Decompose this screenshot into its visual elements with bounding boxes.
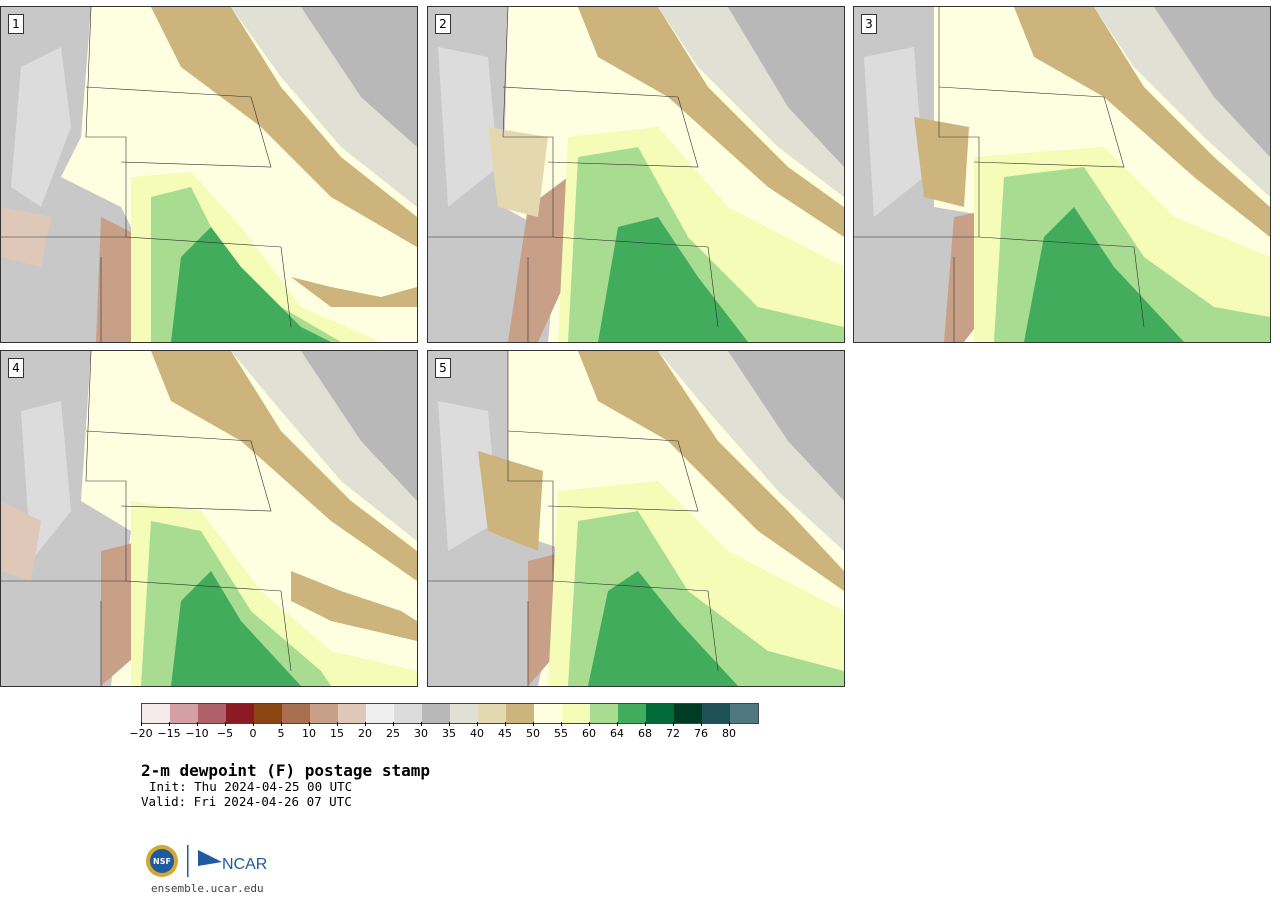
member-panel-4: 4 xyxy=(0,350,418,687)
colorbar-tick-mark xyxy=(533,722,534,726)
colorbar-swatch xyxy=(338,704,366,723)
colorbar-swatch xyxy=(478,704,506,723)
colorbar-swatch xyxy=(534,704,562,723)
member-label: 5 xyxy=(435,358,451,378)
colorbar-swatch xyxy=(254,704,282,723)
website-url: ensemble.ucar.edu xyxy=(151,882,264,895)
colorbar-tick-label: −15 xyxy=(157,727,181,740)
colorbar-tick-label: 25 xyxy=(386,727,400,740)
colorbar-tick-label: 15 xyxy=(330,727,344,740)
colorbar-swatch xyxy=(366,704,394,723)
colorbar-tick-mark xyxy=(421,722,422,726)
ncar-text: NCAR xyxy=(222,856,267,873)
colorbar-tick-mark xyxy=(645,722,646,726)
dewpoint-colorbar xyxy=(141,703,759,724)
dewpoint-map-5 xyxy=(428,351,844,686)
colorbar-ticks: −20 −15 −10 −5 0 5 10 15 20 25 30 35 40 45 50 55 60 64 68 7… xyxy=(127,727,827,743)
colorbar-tick-label: 80 xyxy=(722,727,736,740)
dewpoint-map-2 xyxy=(428,7,844,342)
colorbar-tick-mark xyxy=(673,722,674,726)
colorbar-swatch xyxy=(730,704,758,723)
member-label: 1 xyxy=(8,14,24,34)
colorbar-tick-mark xyxy=(281,722,282,726)
colorbar-swatch xyxy=(506,704,534,723)
colorbar-tick-mark xyxy=(197,722,198,726)
colorbar-tick-mark xyxy=(617,722,618,726)
member-panel-1: 1 xyxy=(0,6,418,343)
dewpoint-map-4 xyxy=(1,351,417,686)
colorbar-swatch xyxy=(702,704,730,723)
colorbar-tick-label: 45 xyxy=(498,727,512,740)
colorbar-tick-label: 20 xyxy=(358,727,372,740)
colorbar-tick-label: −5 xyxy=(216,727,234,740)
colorbar-tick-mark xyxy=(169,722,170,726)
member-panel-5: 5 xyxy=(427,350,845,687)
member-label: 2 xyxy=(435,14,451,34)
colorbar-tick-label: 68 xyxy=(638,727,652,740)
colorbar-tick-label: 35 xyxy=(442,727,456,740)
colorbar-swatch xyxy=(450,704,478,723)
colorbar-tick-label: 64 xyxy=(610,727,624,740)
ncar-icon xyxy=(198,850,222,866)
colorbar-tick-label: −20 xyxy=(129,727,153,740)
colorbar-tick-label: 30 xyxy=(414,727,428,740)
colorbar-swatch xyxy=(618,704,646,723)
colorbar-tick-label: 0 xyxy=(249,727,257,740)
colorbar-swatch xyxy=(226,704,254,723)
colorbar-tick-label: 10 xyxy=(302,727,316,740)
colorbar-tick-mark xyxy=(449,722,450,726)
colorbar-tick-mark xyxy=(309,722,310,726)
colorbar-swatch xyxy=(674,704,702,723)
colorbar-tick-mark xyxy=(701,722,702,726)
colorbar-tick-mark xyxy=(477,722,478,726)
colorbar-tick-label: 55 xyxy=(554,727,568,740)
member-label: 3 xyxy=(861,14,877,34)
colorbar-tick-mark xyxy=(729,722,730,726)
colorbar-swatch xyxy=(142,704,170,723)
colorbar-tick-label: 50 xyxy=(526,727,540,740)
colorbar-tick-label: 72 xyxy=(666,727,680,740)
member-panel-2: 2 xyxy=(427,6,845,343)
member-panel-3: 3 xyxy=(853,6,1271,343)
valid-time: Valid: Fri 2024-04-26 07 UTC xyxy=(141,794,352,809)
nsf-text: NSF xyxy=(153,857,171,866)
colorbar-swatch xyxy=(310,704,338,723)
colorbar-swatch xyxy=(562,704,590,723)
colorbar-swatch xyxy=(590,704,618,723)
colorbar-tick-mark xyxy=(225,722,226,726)
colorbar-tick-mark xyxy=(253,722,254,726)
colorbar-tick-mark xyxy=(393,722,394,726)
colorbar-tick-mark xyxy=(505,722,506,726)
dewpoint-map-1 xyxy=(1,7,417,342)
init-time: Init: Thu 2024-04-25 00 UTC xyxy=(149,779,353,794)
member-label: 4 xyxy=(8,358,24,378)
colorbar-swatch xyxy=(198,704,226,723)
colorbar-tick-mark xyxy=(561,722,562,726)
dewpoint-map-3 xyxy=(854,7,1270,342)
colorbar-swatch xyxy=(282,704,310,723)
colorbar-tick-label: 60 xyxy=(582,727,596,740)
colorbar-tick-mark xyxy=(365,722,366,726)
colorbar-swatch xyxy=(394,704,422,723)
colorbar-tick-label: 40 xyxy=(470,727,484,740)
colorbar-swatch xyxy=(646,704,674,723)
colorbar-swatch xyxy=(422,704,450,723)
colorbar-tick-mark xyxy=(141,722,142,726)
colorbar-tick-label: −10 xyxy=(185,727,209,740)
nsf-ncar-logo: NSF NCAR xyxy=(144,842,274,882)
colorbar-swatch xyxy=(170,704,198,723)
chart-title: 2-m dewpoint (F) postage stamp xyxy=(141,761,430,780)
colorbar-tick-mark xyxy=(337,722,338,726)
colorbar-tick-label: 76 xyxy=(694,727,708,740)
colorbar-tick-label: 5 xyxy=(277,727,285,740)
colorbar-tick-mark xyxy=(589,722,590,726)
